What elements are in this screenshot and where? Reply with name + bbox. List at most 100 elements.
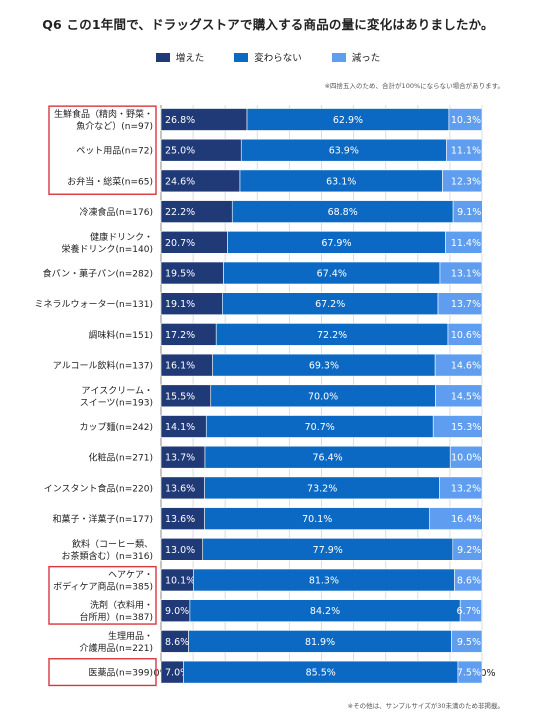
legend-item-unchanged: 変わらない [234, 50, 302, 64]
data-label: 13.7% [451, 299, 481, 310]
data-label: 77.9% [313, 545, 343, 556]
data-label: 13.1% [451, 269, 481, 280]
category-label: 魚介など）(n=97) [76, 120, 153, 132]
bar-segment [435, 384, 483, 408]
legend-label-increased: 増えた [175, 53, 205, 64]
legend: 増えた 変わらない 減った [0, 50, 536, 64]
bar-segment [429, 507, 483, 530]
bar-segment [452, 200, 483, 223]
bar-segment [432, 415, 483, 438]
data-label: 19.5% [165, 269, 195, 280]
data-label: 15.5% [165, 391, 195, 402]
bar-segment [437, 292, 483, 316]
bar-segment [451, 630, 483, 653]
category-label: 生理用品・ [108, 630, 153, 642]
data-label: 9.5% [457, 637, 481, 648]
bar-segment [448, 108, 483, 131]
data-label: 62.9% [333, 115, 363, 126]
category-label: 医薬品(n=399) [89, 667, 153, 679]
bar-segment [449, 445, 483, 469]
data-label: 81.3% [309, 576, 339, 587]
category-label: 洗剤（衣料用・ [90, 599, 153, 611]
data-label: 8.6% [165, 637, 189, 648]
data-label: 9.1% [457, 207, 481, 218]
data-label: 70.0% [308, 391, 338, 402]
data-label: 8.6% [457, 576, 481, 587]
data-label: 7.5% [457, 668, 481, 679]
legend-swatch-unchanged [234, 52, 249, 62]
bar-segment [439, 476, 483, 500]
sample-size-note: ※その他は、サンプルサイズが30未満のため非掲載。 [347, 702, 504, 710]
category-label: 栄養ドリンク(n=140) [62, 243, 153, 255]
data-label: 16.4% [451, 514, 481, 525]
data-label: 76.4% [313, 453, 343, 464]
bar-segment [445, 231, 483, 254]
data-label: 67.2% [315, 299, 345, 310]
data-label: 67.9% [321, 238, 351, 249]
highlight-box [48, 658, 157, 687]
data-label: 20.7% [165, 238, 195, 249]
data-label: 13.7% [165, 453, 195, 464]
data-label: 26.8% [165, 115, 195, 126]
data-label: 15.3% [451, 422, 481, 433]
data-label: 14.5% [451, 391, 481, 402]
data-label: 13.6% [165, 483, 195, 494]
data-label: 70.1% [302, 514, 332, 525]
data-label: 63.9% [329, 146, 359, 157]
data-label: 67.4% [317, 269, 347, 280]
category-label: カップ麺(n=242) [80, 421, 153, 433]
legend-label-decreased: 減った [351, 53, 381, 64]
bar-segment [457, 660, 483, 684]
data-label: 12.3% [451, 176, 481, 187]
data-label: 7.0% [165, 668, 189, 679]
category-label: ボディケア商品(n=385) [53, 581, 153, 593]
category-label: 食パン・菓子パン(n=282) [43, 268, 153, 280]
data-label: 84.2% [310, 606, 340, 617]
data-label: 85.5% [306, 668, 336, 679]
category-label: インスタント食品(n=220) [44, 482, 153, 494]
data-label: 69.3% [309, 361, 339, 372]
highlight-box [48, 105, 157, 195]
data-label: 13.6% [165, 514, 195, 525]
data-label: 17.2% [165, 330, 195, 341]
data-label: 81.9% [305, 637, 335, 648]
category-label: アイスクリーム・ [82, 385, 153, 396]
data-label: 13.0% [165, 545, 195, 556]
category-label: 調味料(n=151) [89, 329, 153, 341]
bar-segment [446, 138, 483, 162]
category-label: ヘアケア・ [108, 570, 153, 581]
data-label: 14.6% [451, 361, 481, 372]
data-label: 10.6% [451, 330, 481, 341]
category-label: 健康ドリンク・ [90, 231, 153, 243]
bar-segment [439, 261, 483, 285]
category-label: 台所用）(n=387) [80, 611, 153, 623]
data-label: 11.1% [451, 146, 481, 157]
category-label: 介護用品(n=221) [80, 642, 153, 654]
legend-item-decreased: 減った [331, 50, 381, 64]
data-label: 63.1% [326, 176, 356, 187]
data-label: 6.7% [457, 606, 481, 617]
category-label: 和菓子・洋菓子(n=177) [53, 513, 153, 525]
category-label: 化粧品(n=271) [89, 452, 153, 464]
highlight-box [48, 565, 157, 625]
category-label: アルコール飲料(n=137) [53, 360, 153, 372]
data-label: 68.8% [328, 207, 358, 218]
category-label: ミネラルウォーター(n=131) [35, 299, 153, 310]
data-label: 72.2% [317, 330, 347, 341]
data-label: 25.0% [165, 146, 195, 157]
category-label: 飲料（コーヒー類、 [72, 538, 153, 550]
bar-segment [434, 353, 483, 377]
rounding-note: ※四捨五入のため、合計が100%にならない場合があります。 [324, 82, 504, 90]
category-label: 生鮮食品（精肉・野菜・ [54, 108, 153, 120]
data-label: 10.3% [451, 115, 481, 126]
bar-segment [454, 568, 483, 592]
data-label: 13.2% [451, 483, 481, 494]
category-label: お弁当・総菜(n=65) [67, 175, 153, 187]
category-label: ペット用品(n=72) [76, 146, 153, 157]
data-label: 9.0% [165, 606, 189, 617]
bar-segment [459, 599, 482, 623]
data-label: 11.4% [451, 238, 481, 249]
legend-label-unchanged: 変わらない [254, 53, 302, 64]
data-label: 14.1% [165, 422, 195, 433]
